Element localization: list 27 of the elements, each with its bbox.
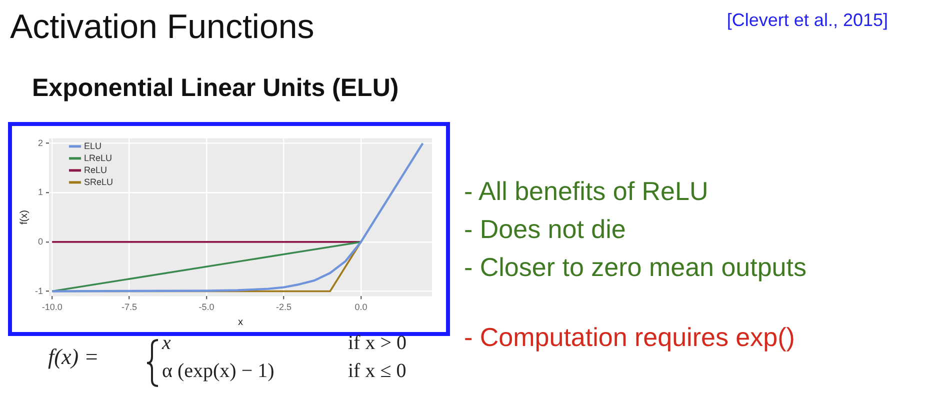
chart-subtitle: Exponential Linear Units (ELU)	[32, 74, 399, 103]
y-tick-label: 0	[38, 236, 43, 246]
x-tick-label: -10.0	[42, 302, 62, 312]
text: f(x) =	[48, 344, 99, 370]
text: - All benefits of ReLU	[464, 176, 708, 207]
text: [Clevert et al., 2015]	[726, 10, 888, 31]
text: - Closer to zero mean outputs	[464, 252, 806, 283]
y-axis-title: f(x)	[18, 210, 30, 225]
x-tick-label: -2.5	[276, 302, 292, 312]
y-tick-label: -1	[34, 286, 43, 296]
chart-title: Activation Functions	[10, 8, 314, 47]
text: - Computation requires exp()	[464, 322, 795, 353]
legend-label: SReLU	[84, 176, 114, 187]
text: if x > 0	[348, 332, 406, 355]
x-axis-title: x	[238, 316, 243, 328]
x-tick-label: -5.0	[198, 302, 214, 312]
legend-label: LReLU	[84, 152, 112, 163]
legend-label: ELU	[84, 140, 102, 151]
text: if x ≤ 0	[348, 360, 406, 383]
text: α (exp(x) − 1)	[162, 360, 274, 383]
x-tick-label: -7.5	[122, 302, 138, 312]
text: x	[162, 332, 171, 355]
x-tick-label: 0.0	[354, 302, 368, 312]
y-tick-label: 1	[38, 187, 43, 198]
text: - Does not die	[464, 214, 626, 245]
legend-label: ReLU	[84, 164, 108, 175]
y-tick-label: 2	[38, 138, 43, 148]
